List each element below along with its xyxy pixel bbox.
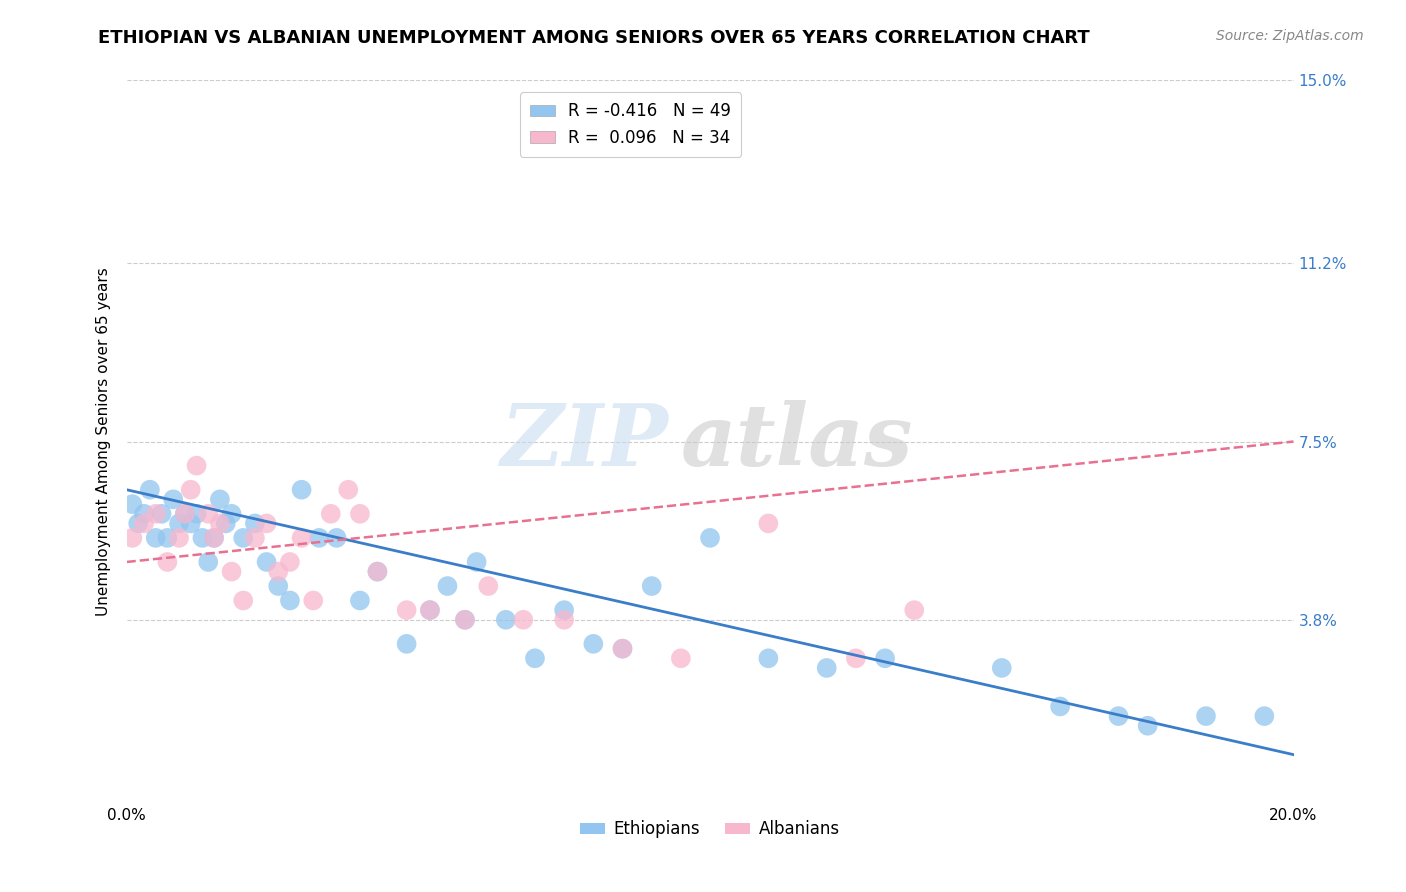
Point bbox=[197, 507, 219, 521]
Point bbox=[127, 516, 149, 531]
Point bbox=[990, 661, 1012, 675]
Point bbox=[186, 507, 208, 521]
Point bbox=[150, 507, 173, 521]
Point bbox=[208, 492, 231, 507]
Point bbox=[1136, 719, 1159, 733]
Point bbox=[1049, 699, 1071, 714]
Point bbox=[167, 516, 190, 531]
Point bbox=[156, 555, 179, 569]
Point bbox=[553, 603, 575, 617]
Point bbox=[669, 651, 692, 665]
Point bbox=[215, 516, 238, 531]
Text: ZIP: ZIP bbox=[502, 400, 669, 483]
Point bbox=[512, 613, 534, 627]
Point bbox=[208, 516, 231, 531]
Point bbox=[243, 531, 266, 545]
Point bbox=[290, 483, 312, 497]
Point bbox=[875, 651, 897, 665]
Legend: Ethiopians, Albanians: Ethiopians, Albanians bbox=[574, 814, 846, 845]
Point bbox=[278, 555, 301, 569]
Point bbox=[366, 565, 388, 579]
Point bbox=[612, 641, 634, 656]
Point bbox=[290, 531, 312, 545]
Point bbox=[1253, 709, 1275, 723]
Point bbox=[419, 603, 441, 617]
Point bbox=[278, 593, 301, 607]
Point bbox=[640, 579, 664, 593]
Point bbox=[436, 579, 458, 593]
Point bbox=[1108, 709, 1130, 723]
Point bbox=[465, 555, 488, 569]
Point bbox=[132, 516, 155, 531]
Point bbox=[180, 516, 202, 531]
Point bbox=[553, 613, 575, 627]
Point bbox=[325, 531, 347, 545]
Point bbox=[174, 507, 197, 521]
Point bbox=[121, 497, 143, 511]
Point bbox=[302, 593, 325, 607]
Point bbox=[243, 516, 266, 531]
Point bbox=[319, 507, 342, 521]
Point bbox=[903, 603, 925, 617]
Point bbox=[221, 507, 243, 521]
Point bbox=[256, 516, 278, 531]
Point bbox=[145, 531, 167, 545]
Point bbox=[756, 651, 779, 665]
Point bbox=[186, 458, 208, 473]
Point bbox=[132, 507, 155, 521]
Point bbox=[121, 531, 143, 545]
Point bbox=[612, 641, 634, 656]
Point bbox=[139, 483, 162, 497]
Point bbox=[145, 507, 167, 521]
Point bbox=[202, 531, 225, 545]
Point bbox=[191, 531, 214, 545]
Y-axis label: Unemployment Among Seniors over 65 years: Unemployment Among Seniors over 65 years bbox=[96, 268, 111, 615]
Point bbox=[162, 492, 184, 507]
Point bbox=[202, 531, 225, 545]
Point bbox=[197, 555, 219, 569]
Point bbox=[1195, 709, 1218, 723]
Point bbox=[349, 593, 371, 607]
Point bbox=[477, 579, 499, 593]
Text: ETHIOPIAN VS ALBANIAN UNEMPLOYMENT AMONG SENIORS OVER 65 YEARS CORRELATION CHART: ETHIOPIAN VS ALBANIAN UNEMPLOYMENT AMONG… bbox=[98, 29, 1090, 46]
Point bbox=[366, 565, 388, 579]
Point bbox=[349, 507, 371, 521]
Point bbox=[256, 555, 278, 569]
Point bbox=[395, 637, 418, 651]
Point bbox=[180, 483, 202, 497]
Point bbox=[167, 531, 190, 545]
Point bbox=[232, 531, 254, 545]
Point bbox=[267, 565, 290, 579]
Point bbox=[699, 531, 721, 545]
Point bbox=[419, 603, 441, 617]
Point bbox=[845, 651, 868, 665]
Point bbox=[267, 579, 290, 593]
Point bbox=[582, 637, 605, 651]
Point bbox=[156, 531, 179, 545]
Point bbox=[221, 565, 243, 579]
Point bbox=[815, 661, 838, 675]
Point bbox=[395, 603, 418, 617]
Point bbox=[308, 531, 330, 545]
Point bbox=[454, 613, 477, 627]
Point bbox=[495, 613, 517, 627]
Point bbox=[232, 593, 254, 607]
Point bbox=[174, 507, 197, 521]
Text: atlas: atlas bbox=[681, 400, 914, 483]
Text: Source: ZipAtlas.com: Source: ZipAtlas.com bbox=[1216, 29, 1364, 43]
Point bbox=[337, 483, 360, 497]
Point bbox=[454, 613, 477, 627]
Point bbox=[756, 516, 779, 531]
Point bbox=[524, 651, 547, 665]
